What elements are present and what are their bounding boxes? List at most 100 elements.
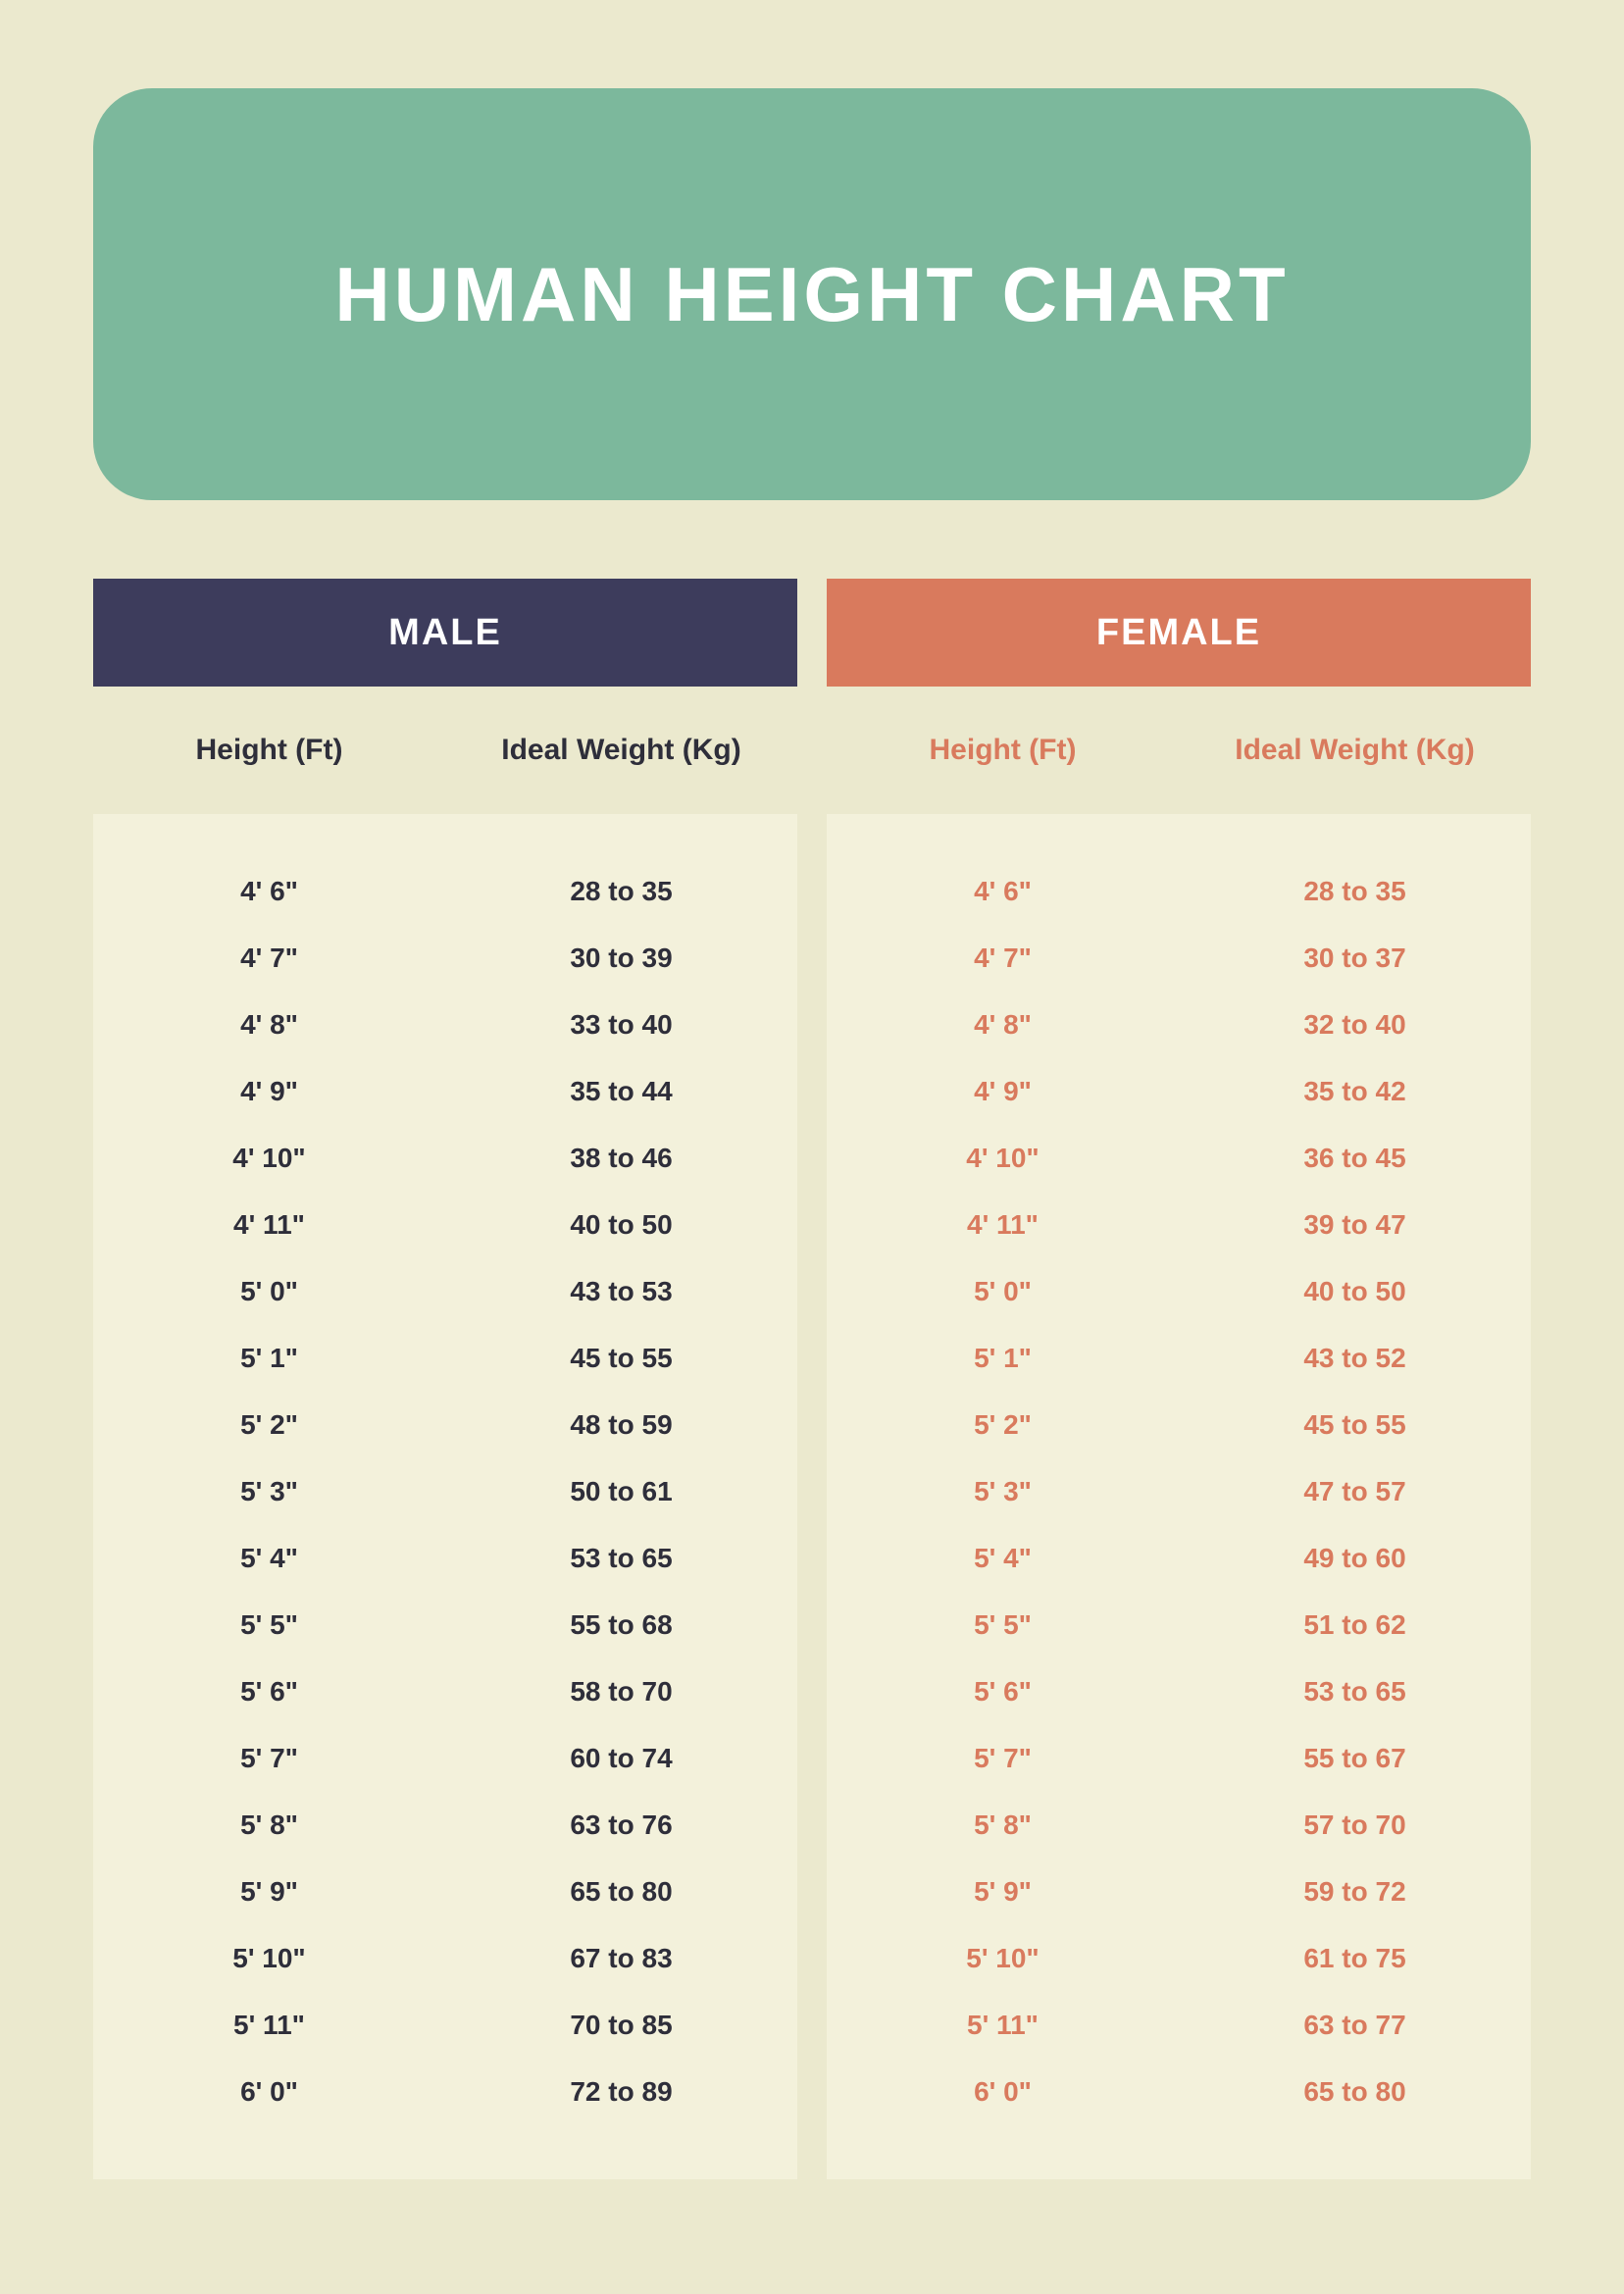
female-height-cell: 4' 8" bbox=[827, 1009, 1179, 1041]
female-weight-cell: 36 to 45 bbox=[1179, 1143, 1531, 1174]
male-table-row: 4' 10"38 to 46 bbox=[93, 1125, 797, 1192]
female-height-cell: 5' 1" bbox=[827, 1343, 1179, 1374]
male-weight-cell: 33 to 40 bbox=[445, 1009, 797, 1041]
male-height-cell: 4' 9" bbox=[93, 1076, 445, 1107]
male-table-row: 5' 9"65 to 80 bbox=[93, 1859, 797, 1925]
male-table-row: 4' 11"40 to 50 bbox=[93, 1192, 797, 1258]
female-height-cell: 4' 11" bbox=[827, 1209, 1179, 1241]
female-height-cell: 4' 10" bbox=[827, 1143, 1179, 1174]
female-height-cell: 5' 4" bbox=[827, 1543, 1179, 1574]
male-height-cell: 4' 6" bbox=[93, 876, 445, 907]
female-table-row: 6' 0"65 to 80 bbox=[827, 2059, 1531, 2125]
female-height-cell: 6' 0" bbox=[827, 2076, 1179, 2108]
male-weight-cell: 50 to 61 bbox=[445, 1476, 797, 1507]
male-height-cell: 5' 10" bbox=[93, 1943, 445, 1974]
female-table-row: 4' 9"35 to 42 bbox=[827, 1058, 1531, 1125]
male-table-row: 5' 5"55 to 68 bbox=[93, 1592, 797, 1658]
columns-container: MALE Height (Ft) Ideal Weight (Kg) 4' 6"… bbox=[93, 579, 1531, 2179]
male-height-cell: 5' 11" bbox=[93, 2010, 445, 2041]
male-table-row: 4' 6"28 to 35 bbox=[93, 858, 797, 925]
female-section-header: FEMALE bbox=[827, 579, 1531, 687]
female-height-header: Height (Ft) bbox=[827, 734, 1179, 767]
male-height-cell: 4' 10" bbox=[93, 1143, 445, 1174]
male-table-row: 5' 6"58 to 70 bbox=[93, 1658, 797, 1725]
female-weight-cell: 32 to 40 bbox=[1179, 1009, 1531, 1041]
male-height-cell: 5' 1" bbox=[93, 1343, 445, 1374]
female-table-row: 5' 8"57 to 70 bbox=[827, 1792, 1531, 1859]
female-table-row: 4' 8"32 to 40 bbox=[827, 992, 1531, 1058]
female-table-row: 5' 2"45 to 55 bbox=[827, 1392, 1531, 1458]
male-table-row: 5' 10"67 to 83 bbox=[93, 1925, 797, 1992]
female-weight-cell: 51 to 62 bbox=[1179, 1609, 1531, 1641]
male-height-cell: 5' 2" bbox=[93, 1409, 445, 1441]
male-weight-cell: 35 to 44 bbox=[445, 1076, 797, 1107]
male-data-body: 4' 6"28 to 354' 7"30 to 394' 8"33 to 404… bbox=[93, 814, 797, 2179]
male-weight-cell: 48 to 59 bbox=[445, 1409, 797, 1441]
page-title: HUMAN HEIGHT CHART bbox=[334, 250, 1289, 339]
female-height-cell: 5' 7" bbox=[827, 1743, 1179, 1774]
male-height-cell: 5' 3" bbox=[93, 1476, 445, 1507]
female-weight-cell: 49 to 60 bbox=[1179, 1543, 1531, 1574]
male-weight-cell: 28 to 35 bbox=[445, 876, 797, 907]
male-height-cell: 4' 7" bbox=[93, 943, 445, 974]
male-weight-cell: 38 to 46 bbox=[445, 1143, 797, 1174]
male-height-cell: 5' 5" bbox=[93, 1609, 445, 1641]
female-weight-cell: 47 to 57 bbox=[1179, 1476, 1531, 1507]
male-height-cell: 5' 0" bbox=[93, 1276, 445, 1307]
female-weight-cell: 39 to 47 bbox=[1179, 1209, 1531, 1241]
female-table-row: 5' 11"63 to 77 bbox=[827, 1992, 1531, 2059]
male-table-row: 5' 8"63 to 76 bbox=[93, 1792, 797, 1859]
male-weight-cell: 70 to 85 bbox=[445, 2010, 797, 2041]
female-table-row: 5' 5"51 to 62 bbox=[827, 1592, 1531, 1658]
female-subheaders: Height (Ft) Ideal Weight (Kg) bbox=[827, 687, 1531, 814]
female-height-cell: 5' 11" bbox=[827, 2010, 1179, 2041]
female-table-row: 5' 6"53 to 65 bbox=[827, 1658, 1531, 1725]
male-weight-cell: 55 to 68 bbox=[445, 1609, 797, 1641]
male-subheaders: Height (Ft) Ideal Weight (Kg) bbox=[93, 687, 797, 814]
male-table-row: 5' 3"50 to 61 bbox=[93, 1458, 797, 1525]
female-weight-cell: 28 to 35 bbox=[1179, 876, 1531, 907]
male-height-cell: 5' 9" bbox=[93, 1876, 445, 1908]
male-weight-cell: 63 to 76 bbox=[445, 1810, 797, 1841]
female-table-row: 5' 1"43 to 52 bbox=[827, 1325, 1531, 1392]
title-banner: HUMAN HEIGHT CHART bbox=[93, 88, 1531, 500]
male-table-row: 4' 8"33 to 40 bbox=[93, 992, 797, 1058]
male-weight-cell: 65 to 80 bbox=[445, 1876, 797, 1908]
male-table-row: 5' 0"43 to 53 bbox=[93, 1258, 797, 1325]
female-height-cell: 5' 9" bbox=[827, 1876, 1179, 1908]
male-weight-cell: 45 to 55 bbox=[445, 1343, 797, 1374]
female-height-cell: 5' 3" bbox=[827, 1476, 1179, 1507]
male-table-row: 5' 11"70 to 85 bbox=[93, 1992, 797, 2059]
female-weight-header: Ideal Weight (Kg) bbox=[1179, 734, 1531, 767]
female-height-cell: 4' 7" bbox=[827, 943, 1179, 974]
female-table-row: 4' 7"30 to 37 bbox=[827, 925, 1531, 992]
male-height-header: Height (Ft) bbox=[93, 734, 445, 767]
male-height-cell: 5' 4" bbox=[93, 1543, 445, 1574]
male-table-row: 5' 4"53 to 65 bbox=[93, 1525, 797, 1592]
female-weight-cell: 55 to 67 bbox=[1179, 1743, 1531, 1774]
male-table-row: 5' 2"48 to 59 bbox=[93, 1392, 797, 1458]
male-height-cell: 5' 7" bbox=[93, 1743, 445, 1774]
female-table-row: 5' 4"49 to 60 bbox=[827, 1525, 1531, 1592]
female-height-cell: 5' 8" bbox=[827, 1810, 1179, 1841]
female-table-row: 5' 9"59 to 72 bbox=[827, 1859, 1531, 1925]
female-height-cell: 5' 10" bbox=[827, 1943, 1179, 1974]
female-data-body: 4' 6"28 to 354' 7"30 to 374' 8"32 to 404… bbox=[827, 814, 1531, 2179]
female-weight-cell: 35 to 42 bbox=[1179, 1076, 1531, 1107]
male-weight-cell: 67 to 83 bbox=[445, 1943, 797, 1974]
male-weight-cell: 58 to 70 bbox=[445, 1676, 797, 1708]
male-table-row: 6' 0"72 to 89 bbox=[93, 2059, 797, 2125]
male-height-cell: 6' 0" bbox=[93, 2076, 445, 2108]
male-weight-cell: 30 to 39 bbox=[445, 943, 797, 974]
male-weight-cell: 43 to 53 bbox=[445, 1276, 797, 1307]
female-weight-cell: 59 to 72 bbox=[1179, 1876, 1531, 1908]
male-table-row: 4' 9"35 to 44 bbox=[93, 1058, 797, 1125]
female-table-row: 5' 3"47 to 57 bbox=[827, 1458, 1531, 1525]
female-weight-cell: 53 to 65 bbox=[1179, 1676, 1531, 1708]
male-weight-cell: 53 to 65 bbox=[445, 1543, 797, 1574]
female-weight-cell: 65 to 80 bbox=[1179, 2076, 1531, 2108]
female-table-row: 5' 0"40 to 50 bbox=[827, 1258, 1531, 1325]
male-weight-cell: 72 to 89 bbox=[445, 2076, 797, 2108]
female-table-row: 5' 7"55 to 67 bbox=[827, 1725, 1531, 1792]
male-height-cell: 5' 8" bbox=[93, 1810, 445, 1841]
